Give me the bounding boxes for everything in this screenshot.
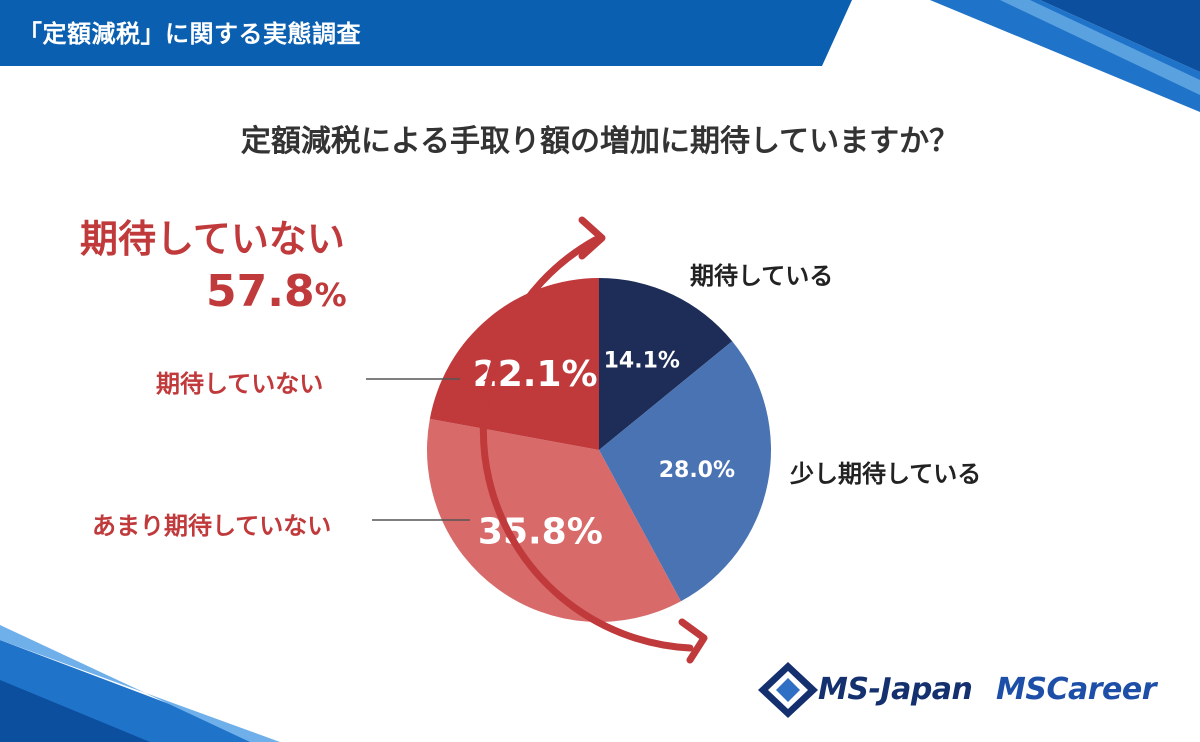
circular-arrow <box>479 236 694 652</box>
corner-stripe-top-right <box>930 0 1200 112</box>
arrow-head-top <box>578 216 606 260</box>
highlight-value: 57.8% <box>206 266 347 317</box>
corner-stripe-top-right-dark <box>1040 0 1200 72</box>
highlight-label: 期待していない <box>80 217 345 261</box>
corner-stripe-top-right-light <box>1000 0 1200 95</box>
pie-value-labels: 14.1%28.0%35.8%22.1% <box>473 349 735 553</box>
pie-slice <box>599 278 733 450</box>
header-band <box>0 0 852 66</box>
pie-slices <box>426 278 771 623</box>
ms-japan-logo: MS-Japan <box>818 672 973 707</box>
pie-slice <box>429 278 599 450</box>
pie-slice <box>599 341 771 602</box>
header-title: 「定額減税」に関する実態調査 <box>18 20 361 48</box>
label-not-much-expect: あまり期待していない <box>92 512 332 540</box>
ms-career-logo: MSCareer <box>996 672 1157 707</box>
corner-stripe-bottom-left-dark <box>0 680 150 742</box>
pie-value-label: 28.0% <box>659 458 735 483</box>
ms-japan-logo-mark <box>758 662 818 718</box>
label-not-expect: 期待していない <box>156 370 324 398</box>
pie-value-label: 14.1% <box>604 349 680 374</box>
highlight-unit: % <box>314 276 347 314</box>
chart-question: 定額減税による手取り額の増加に期待していますか？ <box>240 124 960 159</box>
pie-value-label: 35.8% <box>478 511 603 552</box>
label-somewhat-expect: 少し期待している <box>790 460 982 488</box>
arrow-head-bottom <box>678 618 708 664</box>
highlight-number: 57.8 <box>206 266 315 317</box>
label-expect: 期待している <box>690 262 834 290</box>
